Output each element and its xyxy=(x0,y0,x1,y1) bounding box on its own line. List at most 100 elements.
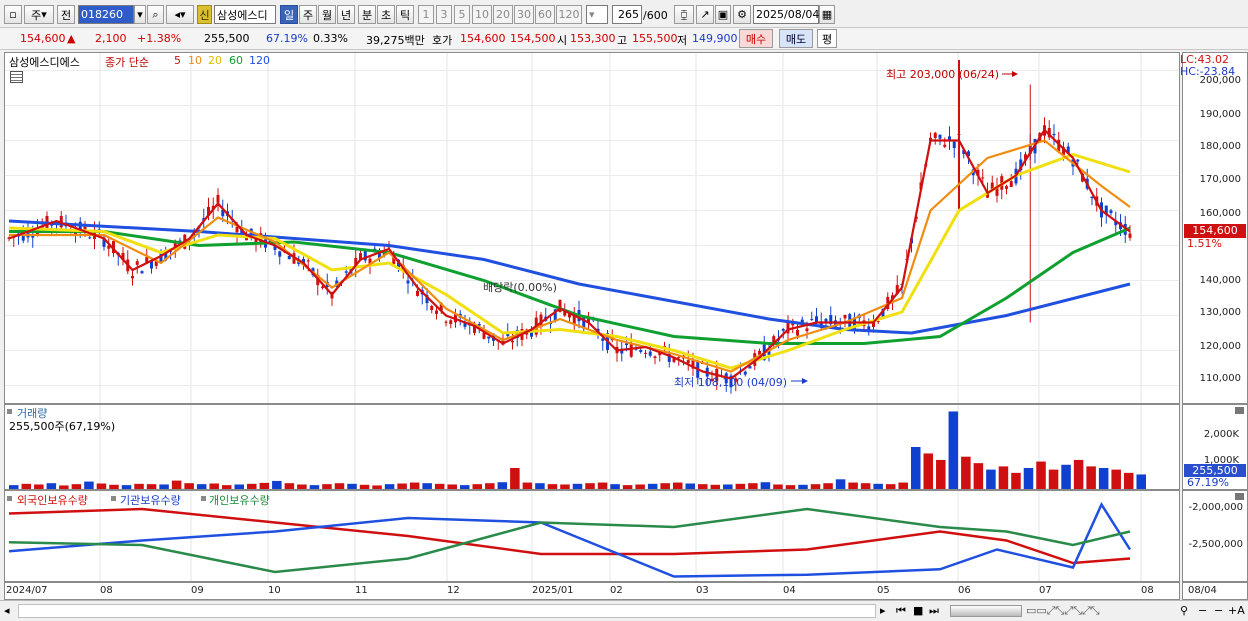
volume-bar xyxy=(1061,464,1071,489)
volume-bar xyxy=(685,483,696,489)
calendar-icon[interactable]: ▦ xyxy=(819,5,835,24)
gear-icon[interactable]: ⚙ xyxy=(733,5,751,24)
period-tick-button[interactable]: 틱 xyxy=(396,5,414,24)
x-axis-date: 08/04 xyxy=(1182,582,1248,600)
low-label: 저 xyxy=(677,34,688,47)
price-panel[interactable]: 삼성에스디에스 종가 단순 5 10 20 60 120 최고 203,000 … xyxy=(4,52,1180,404)
count-input[interactable]: 265 xyxy=(612,5,642,24)
first-icon[interactable]: ⏮ xyxy=(896,604,906,617)
y-tick: 130,000 xyxy=(1199,307,1241,318)
candle-body xyxy=(952,141,956,149)
holding-panel[interactable]: 외국인보유수량 기관보유수량 개인보유수량 xyxy=(4,490,1180,582)
volume-bar xyxy=(773,484,783,489)
market-select[interactable]: 주 ▾ xyxy=(24,5,54,24)
x-tick: 03 xyxy=(696,585,709,596)
stock-name-field[interactable]: 삼성에스디 xyxy=(214,5,276,24)
period-week-button[interactable]: 주 xyxy=(299,5,317,24)
holding-chart[interactable] xyxy=(5,491,1179,581)
volume-chart[interactable] xyxy=(5,405,1179,489)
minute-120-button[interactable]: 120 xyxy=(556,5,582,24)
candle-body xyxy=(895,284,899,294)
draw-tool-icon[interactable]: ↗ xyxy=(696,5,714,24)
candle-body xyxy=(672,357,676,362)
buy-button[interactable]: 매수 xyxy=(739,29,773,48)
volume-bar xyxy=(998,466,1009,489)
minute-30-button[interactable]: 30 xyxy=(514,5,534,24)
candle-type-icon[interactable]: ⧮ xyxy=(674,5,694,24)
period-minute-button[interactable]: 분 xyxy=(358,5,376,24)
collapse-icon[interactable] xyxy=(1235,407,1244,414)
last-icon[interactable]: ⏭ xyxy=(929,604,939,617)
candle-body xyxy=(477,324,481,326)
volume-bar xyxy=(109,484,119,489)
zoom-reset-icon[interactable]: − xyxy=(1214,604,1224,617)
candle-body xyxy=(553,309,557,321)
stop-icon[interactable]: ■ xyxy=(913,604,924,617)
ask-price: 154,600 xyxy=(460,32,506,45)
volume-panel[interactable]: 거래량 255,500주(67,19%) xyxy=(4,404,1180,490)
scroll-track[interactable] xyxy=(18,604,876,618)
volume-bar xyxy=(359,484,370,489)
volume-bar xyxy=(1036,461,1046,489)
save-icon[interactable]: ▣ xyxy=(715,5,731,24)
prev-button[interactable]: 전 xyxy=(57,5,75,24)
minute-3-button[interactable]: 3 xyxy=(436,5,452,24)
candle-body xyxy=(872,321,875,328)
minute-5-button[interactable]: 5 xyxy=(454,5,470,24)
candle-body xyxy=(306,260,310,262)
tool-icons[interactable]: ▭▭⤢⤡⤢⤡⤢⤡ xyxy=(1026,604,1100,617)
collapse-icon[interactable] xyxy=(1235,493,1244,500)
scroll-right-icon[interactable]: ▸ xyxy=(880,604,886,617)
panel-config-icon[interactable] xyxy=(10,71,23,83)
zoom-out-icon[interactable]: − xyxy=(1198,604,1208,617)
foreign-legend: 외국인보유수량 xyxy=(17,494,88,507)
volume-bar xyxy=(961,456,971,489)
candle-body xyxy=(1024,154,1027,160)
candle-body xyxy=(986,192,989,198)
minute-20-button[interactable]: 20 xyxy=(493,5,513,24)
period-day-button[interactable]: 일 xyxy=(280,5,298,24)
search-icon[interactable]: ⌕ xyxy=(147,5,164,24)
interval-select[interactable]: ▾ xyxy=(586,5,608,24)
new-badge[interactable]: 신 xyxy=(197,5,212,24)
candle-body xyxy=(815,316,818,323)
x-tick: 02 xyxy=(610,585,623,596)
period-second-button[interactable]: 초 xyxy=(377,5,395,24)
candle-body xyxy=(530,331,533,337)
candle-body xyxy=(273,245,277,250)
period-year-button[interactable]: 년 xyxy=(337,5,355,24)
volume-bar xyxy=(459,485,470,489)
inst-legend: 기관보유수량 xyxy=(120,494,181,507)
volume-bar xyxy=(923,453,934,489)
candle-body xyxy=(1062,147,1065,155)
zoom-icon[interactable]: ⚲ xyxy=(1180,604,1189,617)
code-dropdown-icon[interactable]: ▾ xyxy=(134,5,146,24)
candle-body xyxy=(1019,159,1023,171)
volume-bar xyxy=(121,485,132,489)
code-input[interactable]: 018260 xyxy=(78,5,134,24)
volume-bar xyxy=(34,484,44,489)
minute-1-button[interactable]: 1 xyxy=(418,5,434,24)
date-input[interactable]: 2025/08/04 xyxy=(753,5,819,24)
candle-body xyxy=(563,309,567,316)
candle-body xyxy=(78,221,82,233)
market-label: 주 xyxy=(31,8,42,22)
scroll-left-icon[interactable]: ◂ xyxy=(4,604,10,617)
window-menu-icon[interactable]: ▫ xyxy=(4,5,22,24)
minute-10-button[interactable]: 10 xyxy=(472,5,492,24)
volume-bar xyxy=(660,483,670,489)
sound-icon[interactable]: ◂▾ xyxy=(166,5,194,24)
high-label: 고 xyxy=(617,34,628,47)
avg-button[interactable]: 평 xyxy=(817,29,837,48)
period-month-button[interactable]: 월 xyxy=(318,5,336,24)
volume-bar xyxy=(422,483,432,489)
y-tick: -2,500,000 xyxy=(1188,539,1243,550)
sell-button[interactable]: 매도 xyxy=(779,29,813,48)
hc-label: HC:-23.84 xyxy=(1180,65,1236,78)
price-chart[interactable] xyxy=(5,53,1179,403)
font-size-icon[interactable]: +A xyxy=(1228,604,1245,617)
candle-body xyxy=(1076,159,1080,162)
volume-bar xyxy=(535,483,545,489)
zoom-slider[interactable] xyxy=(950,605,1022,617)
minute-60-button[interactable]: 60 xyxy=(535,5,555,24)
